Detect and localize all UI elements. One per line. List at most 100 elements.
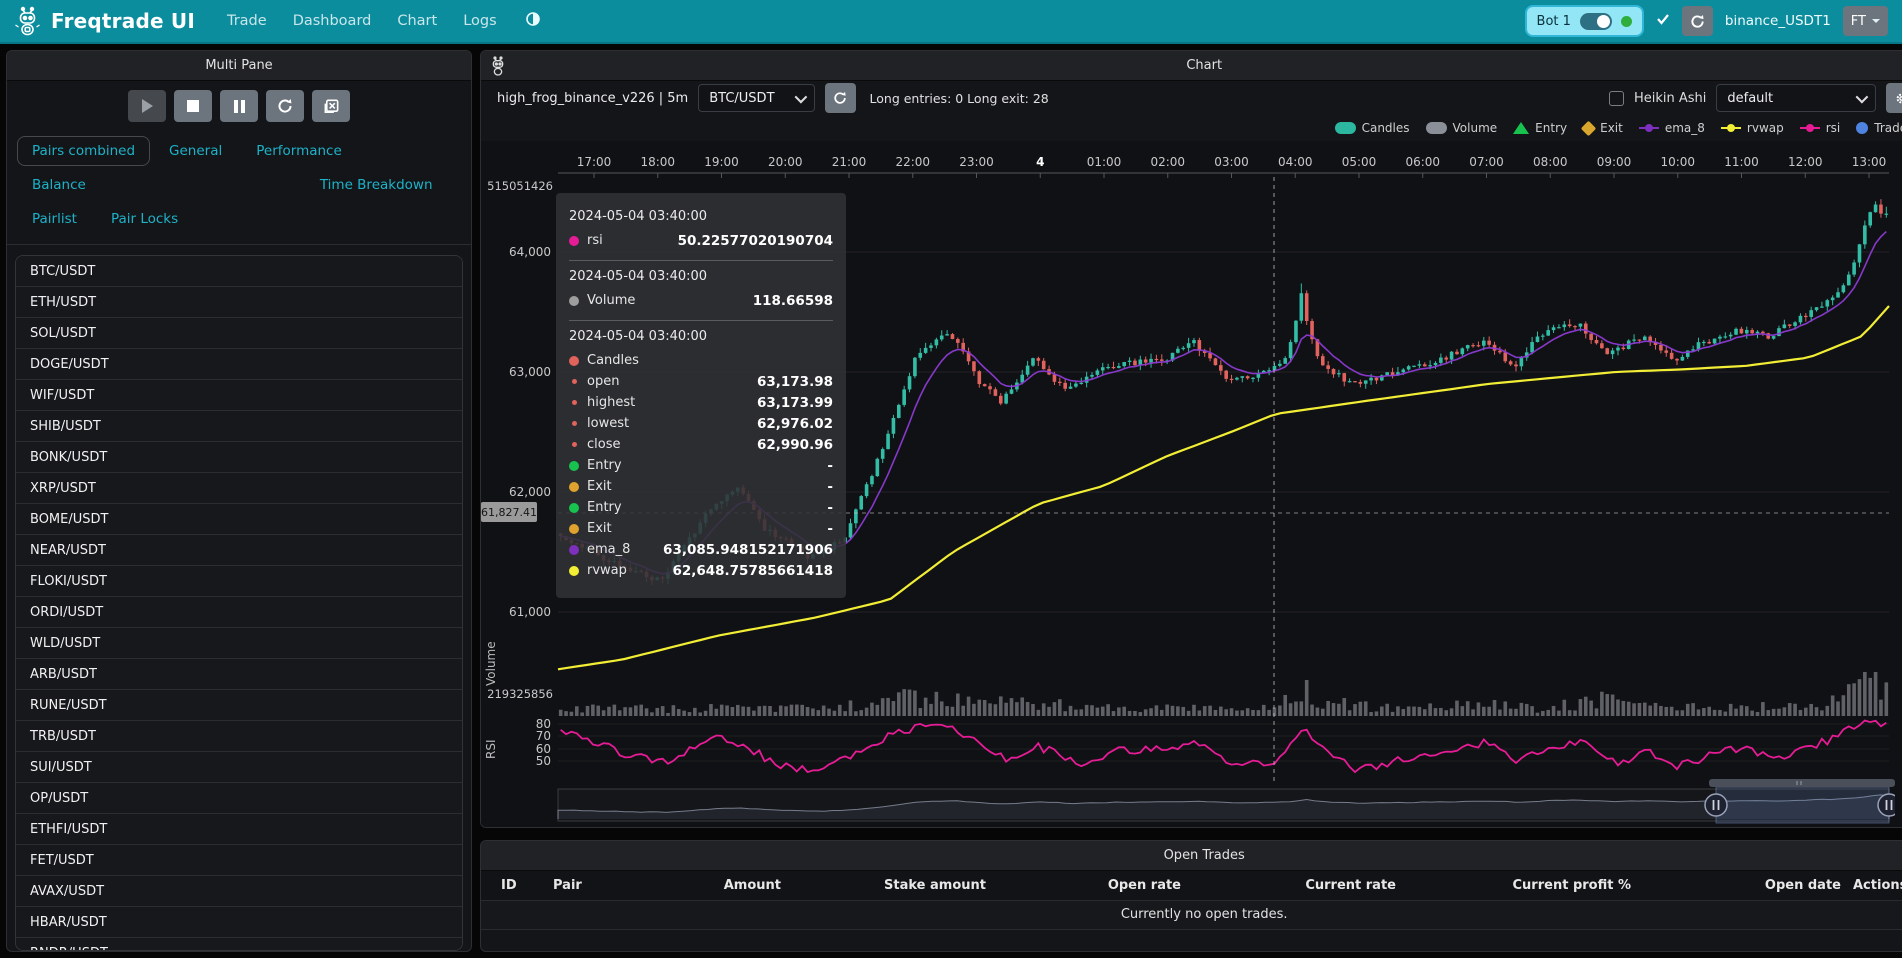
- candle-body: [1728, 334, 1733, 337]
- legend-item-exit[interactable]: Exit: [1580, 120, 1623, 136]
- pair-list-item[interactable]: ETH/USDT: [16, 287, 462, 318]
- tooltip-section: 2024-05-04 03:40:00 Candles open 63,173.98 h…: [569, 320, 833, 590]
- legend-item-entry[interactable]: Entry: [1513, 121, 1567, 135]
- horizontal-scrollbar[interactable]: [1709, 779, 1895, 787]
- bot-selector[interactable]: Bot 1: [1524, 5, 1644, 37]
- freqtrade-robot-logo: [15, 6, 40, 36]
- tab-balance[interactable]: Balance: [32, 177, 86, 193]
- candle-body: [998, 395, 1003, 404]
- pair-list-item[interactable]: BTC/USDT: [16, 256, 462, 287]
- volume-bar: [1025, 702, 1030, 716]
- global-refresh-button[interactable]: [1681, 6, 1713, 36]
- navigator-window[interactable]: [1715, 786, 1890, 824]
- reload-config-button[interactable]: [266, 90, 304, 122]
- pause-bot-button[interactable]: [220, 90, 258, 122]
- pair-list-item[interactable]: ORDI/USDT: [16, 597, 462, 628]
- volume-bar: [1702, 708, 1706, 716]
- candle-body: [923, 347, 928, 353]
- volume-bar: [1621, 700, 1626, 716]
- pair-list-item[interactable]: RUNE/USDT: [16, 690, 462, 721]
- pair-list-item[interactable]: TRB/USDT: [16, 721, 462, 752]
- theme-toggle-icon[interactable]: [525, 11, 541, 31]
- pair-list-item[interactable]: AVAX/USDT: [16, 876, 462, 907]
- legend-item-volume[interactable]: Volume: [1425, 121, 1497, 135]
- volume-bar: [1283, 694, 1288, 716]
- pair-list-item[interactable]: ETHFI/USDT: [16, 814, 462, 845]
- legend-item-rvwap[interactable]: rvwap: [1720, 121, 1784, 135]
- candle-body: [1541, 335, 1545, 337]
- pair-list-item[interactable]: BOME/USDT: [16, 504, 462, 535]
- plot-config-select[interactable]: default: [1716, 84, 1877, 112]
- pair-list-item[interactable]: NEAR/USDT: [16, 535, 462, 566]
- legend-item-trades[interactable]: Trades: [1856, 121, 1902, 135]
- candle-body: [1691, 349, 1695, 351]
- avatar-initials: FT: [1850, 13, 1866, 29]
- tab-pairs-combined[interactable]: Pairs combined: [17, 136, 151, 166]
- pair-list-item[interactable]: FET/USDT: [16, 845, 462, 876]
- volume-bar: [1465, 701, 1470, 716]
- volume-bar: [1610, 694, 1615, 716]
- tab-pair-locks[interactable]: Pair Locks: [110, 211, 179, 227]
- nav-link-chart[interactable]: Chart: [397, 13, 438, 29]
- pair-list-item[interactable]: RNDR/USDT: [16, 938, 462, 950]
- volume-bar: [1337, 703, 1341, 716]
- volume-bar: [1251, 710, 1255, 716]
- heikin-ashi-checkbox[interactable]: [1608, 90, 1624, 106]
- start-bot-button[interactable]: [128, 90, 166, 122]
- tab-general[interactable]: General: [169, 143, 223, 159]
- tab-performance[interactable]: Performance: [256, 143, 342, 159]
- volume-bar: [1224, 709, 1228, 716]
- pair-list-item[interactable]: BONK/USDT: [16, 442, 462, 473]
- brand[interactable]: Freqtrade UI: [14, 6, 195, 36]
- pair-list-item[interactable]: SHIB/USDT: [16, 411, 462, 442]
- forceexit-all-button[interactable]: [312, 90, 350, 122]
- pair-list-item[interactable]: WLD/USDT: [16, 628, 462, 659]
- candle-body: [1675, 358, 1679, 361]
- pair-list-item[interactable]: DOGE/USDT: [16, 349, 462, 380]
- tab-time-breakdown[interactable]: Time Breakdown: [319, 177, 433, 193]
- pair-list-item[interactable]: OP/USDT: [16, 783, 462, 814]
- stop-bot-button[interactable]: [174, 90, 212, 122]
- legend-item-ema_8[interactable]: ema_8: [1638, 121, 1705, 135]
- volume-bar: [1406, 706, 1411, 716]
- legend-item-rsi[interactable]: rsi: [1799, 121, 1840, 135]
- series-dot-icon: [569, 544, 579, 555]
- chart-refresh-button[interactable]: [824, 83, 856, 113]
- tab-pairlist[interactable]: Pairlist: [32, 211, 77, 227]
- candle-body: [1444, 357, 1449, 360]
- series-dot-icon: [569, 295, 579, 306]
- candle-body: [1637, 339, 1642, 341]
- legend-item-candles[interactable]: Candles: [1334, 121, 1410, 135]
- pair-list-item[interactable]: FLOKI/USDT: [16, 566, 462, 597]
- check-icon[interactable]: [1656, 13, 1670, 29]
- candle-body: [1138, 359, 1143, 366]
- volume-bar: [1814, 707, 1819, 716]
- navigator-handle-left[interactable]: [1704, 793, 1728, 817]
- volume-bar: [1031, 703, 1035, 716]
- pair-list-item[interactable]: HBAR/USDT: [16, 907, 462, 938]
- pair-list-item[interactable]: XRP/USDT: [16, 473, 462, 504]
- nav-link-dashboard[interactable]: Dashboard: [292, 13, 372, 29]
- volume-bar: [1353, 704, 1357, 716]
- pair-list-item[interactable]: SUI/USDT: [16, 752, 462, 783]
- rvwap-swatch-icon: [1720, 124, 1741, 132]
- user-avatar[interactable]: FT: [1842, 6, 1888, 36]
- plot-settings-button[interactable]: [1886, 83, 1902, 113]
- x-axis-tick-label: 23:00: [959, 155, 994, 169]
- pair-list-item[interactable]: WIF/USDT: [16, 380, 462, 411]
- pair-list-item[interactable]: ARB/USDT: [16, 659, 462, 690]
- volume-bar: [1417, 706, 1422, 716]
- nav-link-logs[interactable]: Logs: [463, 13, 497, 29]
- volume-bar: [1342, 698, 1347, 716]
- x-axis-tick-label: 03:00: [1214, 155, 1249, 169]
- sidebar-header[interactable]: Multi Pane: [7, 51, 471, 81]
- bot-toggle[interactable]: [1579, 12, 1612, 30]
- nav-link-trade[interactable]: Trade: [226, 13, 267, 29]
- volume-bar: [1541, 710, 1545, 716]
- x-axis-tick-label: 19:00: [704, 155, 739, 169]
- volume-bar: [1804, 707, 1808, 716]
- rsi-tick-label: 80: [536, 717, 551, 731]
- chart-panel-header[interactable]: Chart: [481, 51, 1902, 81]
- pair-list-item[interactable]: SOL/USDT: [16, 318, 462, 349]
- pair-select[interactable]: BTC/USDT: [698, 84, 815, 112]
